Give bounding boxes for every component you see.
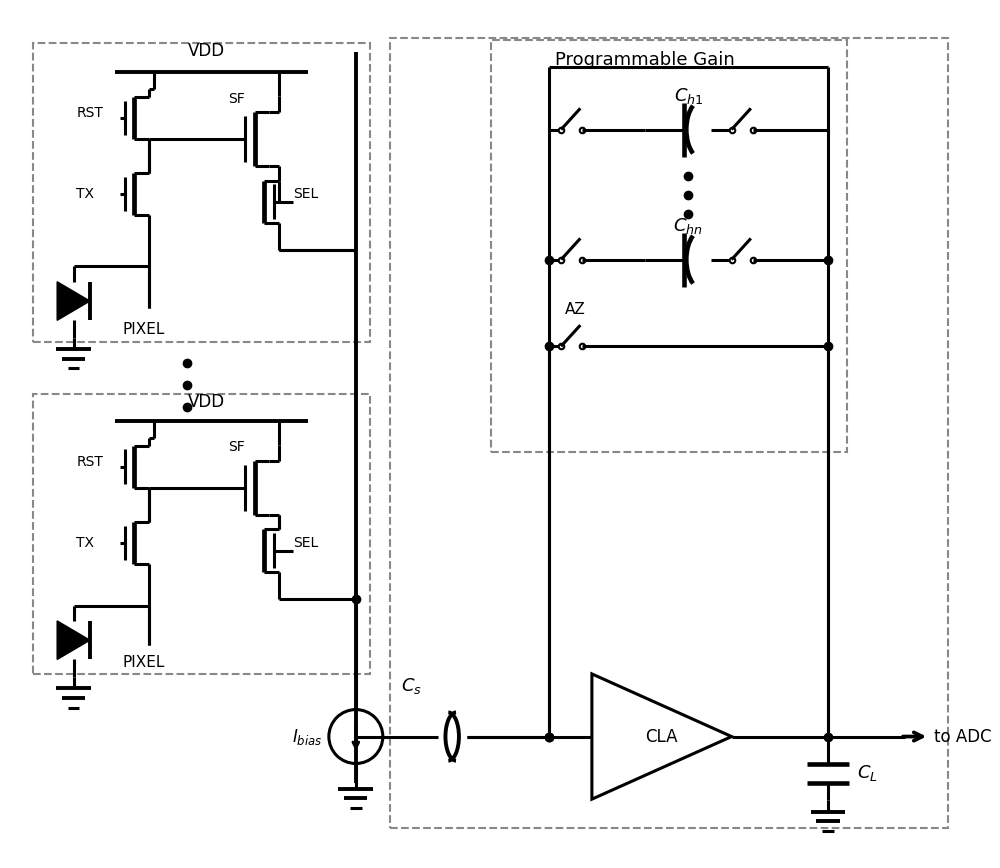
Polygon shape	[57, 621, 90, 660]
Text: VDD: VDD	[188, 43, 225, 60]
Text: SEL: SEL	[293, 536, 318, 549]
Bar	[390, 38, 948, 828]
Bar	[33, 43, 370, 341]
Text: CLA: CLA	[645, 727, 678, 746]
Polygon shape	[57, 282, 90, 320]
Text: TX: TX	[76, 536, 94, 549]
Text: $I_{bias}$: $I_{bias}$	[292, 727, 322, 746]
Text: to ADC: to ADC	[934, 727, 992, 746]
Text: $C_L$: $C_L$	[857, 763, 878, 783]
Text: Programmable Gain: Programmable Gain	[555, 51, 735, 69]
Text: SF: SF	[228, 440, 244, 455]
Text: $C_{h1}$: $C_{h1}$	[674, 86, 703, 106]
Text: SF: SF	[228, 92, 244, 106]
Text: RST: RST	[76, 455, 103, 469]
Bar	[491, 40, 847, 452]
Bar	[33, 394, 370, 674]
Text: TX: TX	[76, 187, 94, 201]
Text: AZ: AZ	[565, 302, 586, 318]
Text: VDD: VDD	[188, 393, 225, 411]
Text: PIXEL: PIXEL	[123, 322, 165, 338]
Text: $C_s$: $C_s$	[401, 676, 422, 696]
Text: SEL: SEL	[293, 187, 318, 201]
Text: PIXEL: PIXEL	[123, 654, 165, 670]
Text: $C_{hn}$: $C_{hn}$	[673, 216, 703, 236]
Text: RST: RST	[76, 106, 103, 120]
